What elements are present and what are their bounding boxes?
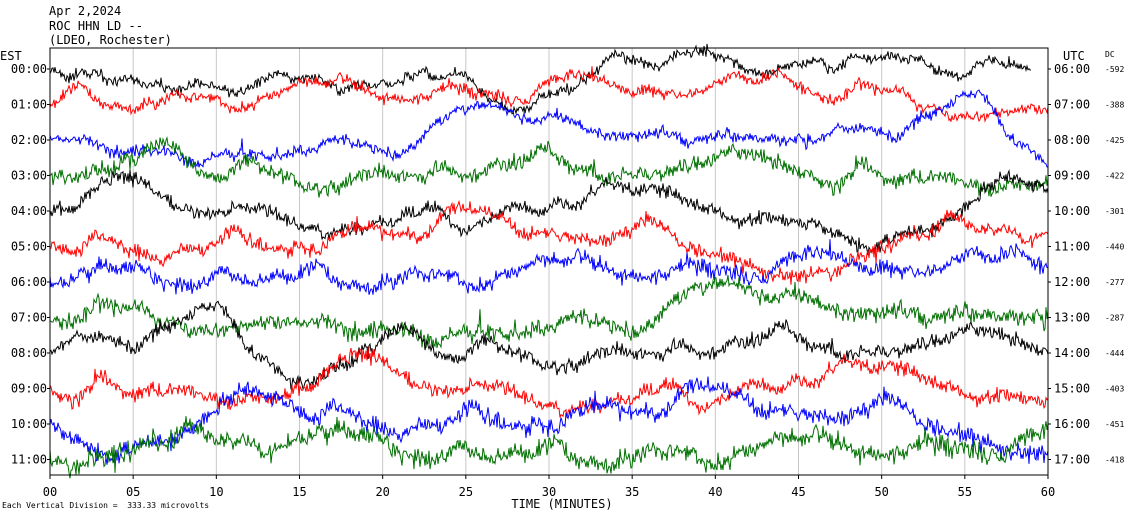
trace-0200 [49,89,1049,168]
est-label: 07:00 [11,311,47,325]
x-tick-label: 10 [209,485,223,499]
trace-0900 [49,346,1049,418]
dc-value: -451 [1105,420,1124,429]
x-tick-label: 25 [459,485,473,499]
est-label: 01:00 [11,98,47,112]
dc-value: -301 [1105,207,1124,216]
utc-label: 15:00 [1054,382,1090,396]
utc-hour-labels: 06:00 07:00 08:00 09:00 10:00 11:00 12:00 13:00… [1048,62,1090,467]
est-axis-title: EST [0,49,22,63]
x-tick-label: 00 [43,485,57,499]
utc-label: 14:00 [1054,346,1090,360]
dc-value: -440 [1105,243,1124,252]
x-tick-label: 50 [874,485,888,499]
x-tick-labels: 00 05 10 15 20 25 30 35 40 45 50 55 60 [43,475,1055,499]
dc-value: -418 [1105,456,1124,465]
utc-label: 16:00 [1054,417,1090,431]
dc-value: -422 [1105,172,1124,181]
dc-offset-labels: -592 -388 -425 -422 -301 -440 -277 -287 -444 -403… [1105,65,1124,465]
est-label: 09:00 [11,382,47,396]
utc-label: 11:00 [1054,240,1090,254]
dc-value: -403 [1105,385,1124,394]
est-label: 04:00 [11,204,47,218]
station-code: ROC HHN LD -- [49,19,143,33]
chart-title: Apr 2,2024 [49,4,122,18]
dc-value: -388 [1105,101,1124,110]
x-tick-label: 55 [958,485,972,499]
grid-lines [49,48,1049,475]
x-tick-label: 40 [708,485,722,499]
est-label: 02:00 [11,133,47,147]
x-tick-label: 30 [542,485,556,499]
seismic-traces [49,43,1049,479]
trace-0000 [49,43,1032,115]
network-name: (LDEO, Rochester) [49,33,172,47]
trace-0100 [49,66,1049,123]
trace-0500 [49,199,1049,285]
trace-0700 [49,274,1049,349]
x-tick-label: 60 [1041,485,1055,499]
est-label: 11:00 [11,453,47,467]
utc-label: 12:00 [1054,275,1090,289]
est-label: 00:00 [11,62,47,76]
est-hour-labels: 00:00 01:00 02:00 03:00 04:00 05:00 06:00 07:00… [11,62,50,467]
utc-label: 10:00 [1054,204,1090,218]
trace-0800 [49,300,1049,391]
est-label: 03:00 [11,169,47,183]
x-axis-label: TIME (MINUTES) [511,497,612,511]
dc-value: -592 [1105,65,1124,74]
est-label: 06:00 [11,275,47,289]
x-tick-label: 15 [292,485,306,499]
utc-axis-title: UTC [1063,49,1085,63]
x-tick-label: 35 [625,485,639,499]
dc-value: -287 [1105,314,1124,323]
est-label: 05:00 [11,240,47,254]
trace-0600 [49,239,1049,295]
est-label: 10:00 [11,417,47,431]
dc-axis-title: DC [1105,50,1115,59]
dc-value: -277 [1105,278,1124,287]
x-tick-label: 20 [375,485,389,499]
utc-label: 13:00 [1054,311,1090,325]
x-tick-label: 45 [791,485,805,499]
est-label: 08:00 [11,346,47,360]
x-tick-label: 05 [126,485,140,499]
trace-1100 [49,416,1049,479]
trace-0300 [49,136,1049,198]
dc-value: -425 [1105,136,1124,145]
scale-note: Each Vertical Division = 333.33 microvol… [2,501,210,510]
dc-value: -444 [1105,349,1124,358]
utc-label: 08:00 [1054,133,1090,147]
utc-label: 07:00 [1054,98,1090,112]
trace-1000 [49,376,1049,465]
utc-label: 06:00 [1054,62,1090,76]
utc-label: 09:00 [1054,169,1090,183]
utc-label: 17:00 [1054,453,1090,467]
